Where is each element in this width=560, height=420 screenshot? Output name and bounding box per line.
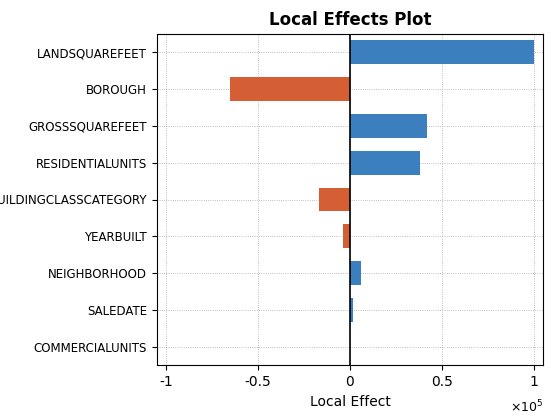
- Bar: [350, 151, 420, 175]
- Text: $\times10^5$: $\times10^5$: [510, 399, 543, 415]
- Bar: [230, 77, 350, 101]
- Bar: [350, 40, 534, 64]
- X-axis label: Local Effect: Local Effect: [310, 395, 390, 409]
- Bar: [350, 114, 427, 138]
- Bar: [319, 187, 350, 212]
- Bar: [350, 261, 361, 285]
- Bar: [343, 224, 350, 248]
- Title: Local Effects Plot: Local Effects Plot: [269, 11, 431, 29]
- Bar: [350, 298, 353, 322]
